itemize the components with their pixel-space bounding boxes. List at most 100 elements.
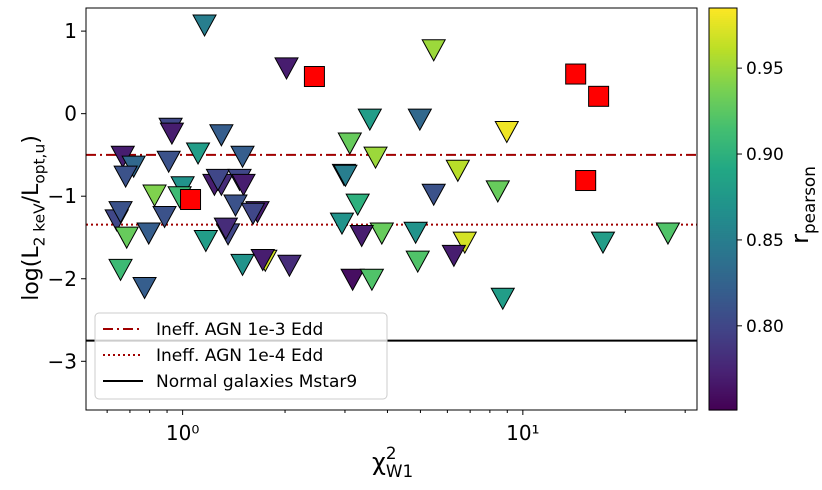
triangle-marker [333,164,358,188]
colorbar-step [709,166,737,170]
colorbar-step [709,287,737,290]
colorbar-step [709,219,737,222]
colorbar-step [709,174,737,178]
colorbar-step [709,48,737,51]
colorbar-step [709,377,737,381]
colorbar-step [709,399,737,403]
colorbar-step [709,124,737,128]
colorbar-step [709,357,737,361]
y-tick-label: −3 [48,349,77,373]
colorbar-step [709,60,737,63]
label-part: χ [372,448,386,476]
colorbar-step [709,20,737,23]
colorbar-step [709,206,737,210]
colorbar-step [709,22,737,25]
colorbar-step [709,345,737,349]
colorbar-step [709,235,737,238]
colorbar-step [709,259,737,262]
colorbar-step [709,215,737,218]
colorbar-step [709,62,737,65]
colorbar-step [709,132,737,136]
colorbar-step [709,122,737,126]
triangle-marker [345,193,371,217]
legend: Ineff. AGN 1e-3 Edd Ineff. AGN 1e-4 Edd No… [94,312,388,400]
triangle-marker [655,222,681,246]
colorbar-step [709,134,737,138]
colorbar-step [709,202,737,206]
colorbar-step [709,88,737,92]
triangle-marker [452,231,478,255]
colorbar-step [709,24,737,27]
colorbar-step [709,196,737,200]
colorbar-step [709,367,737,371]
triangle-marker [329,212,355,236]
colorbar-step [709,355,737,359]
colorbar-step [709,68,737,71]
colorbar-step [709,239,737,242]
triangle-marker [142,184,167,208]
colorbar-step [709,253,737,256]
colorbar-step [709,154,737,158]
colorbar-step [709,34,737,37]
colorbar-step [709,80,737,83]
colorbar-step [709,237,737,240]
triangle-marker [405,250,431,274]
colorbar-step [709,381,737,385]
colorbar-step [709,148,737,152]
colorbar-step [709,323,737,327]
triangle-marker [369,222,395,246]
colorbar-step [709,54,737,57]
colorbar-step [709,383,737,387]
label-part: log( [19,259,44,301]
colorbar-step [709,40,737,43]
colorbar-step [709,271,737,274]
colorbar-step [709,10,737,13]
colorbar-tick-label: 0.95 [746,59,784,79]
colorbar-step [709,82,737,85]
triangle-marker [407,108,433,132]
colorbar-step [709,78,737,81]
colorbar: 0.80 0.85 0.90 0.95 [708,7,784,411]
colorbar-step [709,168,737,172]
colorbar-tick-label: 0.80 [746,317,784,337]
triangle-marker [205,168,231,192]
colorbar-step [709,307,737,311]
colorbar-step [709,38,737,41]
colorbar-step [709,401,737,405]
colorbar-step [709,227,737,230]
colorbar-step [709,116,737,120]
x-tick-label: 10¹ [506,421,539,445]
colorbar-step [709,283,737,286]
legend-box [94,312,388,400]
colorbar-step [709,64,737,67]
colorbar-step [709,72,737,75]
colorbar-step [709,114,737,118]
colorbar-step [709,393,737,397]
x-axis-label: χ2 W1 [372,443,413,481]
triangle-marker [490,287,516,311]
triangle-marker [403,221,428,245]
colorbar-step [709,158,737,162]
colorbar-step [709,156,737,160]
colorbar-step [709,186,737,190]
y-axis-label: log(L2 keV/Lopt,u) [19,135,49,301]
colorbar-step [709,164,737,168]
colorbar-step [709,397,737,401]
colorbar-step [709,321,737,325]
colorbar-step [709,12,737,15]
triangle-marker [192,14,217,38]
y-tick-label: −1 [48,184,77,208]
colorbar-step [709,379,737,383]
colorbar-step [709,319,737,323]
colorbar-step [709,305,737,309]
triangle-marker [132,277,157,300]
y-tick-label: −2 [48,267,77,291]
colorbar-step [709,279,737,282]
colorbar-step [709,56,737,59]
triangle-marker [337,132,363,156]
colorbar-step [709,66,737,69]
colorbar-step [709,391,737,395]
colorbar-step [709,16,737,19]
colorbar-step [709,84,737,87]
colorbar-step [709,58,737,61]
